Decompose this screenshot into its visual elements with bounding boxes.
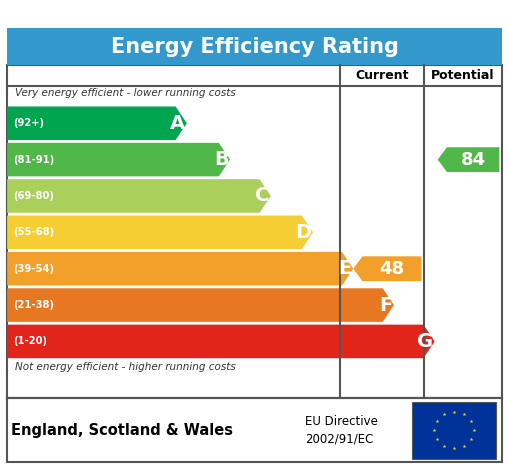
Text: E: E [338,259,352,278]
Text: 48: 48 [379,260,405,278]
Text: (69-80): (69-80) [13,191,54,201]
Text: England, Scotland & Wales: England, Scotland & Wales [11,423,233,438]
Polygon shape [7,288,394,322]
Polygon shape [7,179,271,213]
Polygon shape [7,216,313,249]
Text: EU Directive: EU Directive [305,415,378,428]
Text: 2002/91/EC: 2002/91/EC [305,432,374,445]
Text: C: C [255,186,269,205]
Text: G: G [417,332,433,351]
Text: (92+): (92+) [13,118,44,128]
Text: B: B [214,150,229,169]
Text: (1-20): (1-20) [13,336,47,347]
Text: (81-91): (81-91) [13,155,54,164]
Bar [7,28,502,65]
Bar [7,398,502,462]
Text: Potential: Potential [431,70,495,82]
Bar [7,65,502,398]
Polygon shape [7,106,187,140]
Polygon shape [7,143,230,177]
Text: A: A [170,114,185,133]
Text: 84: 84 [461,151,486,169]
Bar [412,402,496,459]
Text: Current: Current [355,70,409,82]
Text: Very energy efficient - lower running costs: Very energy efficient - lower running co… [15,88,236,99]
Polygon shape [7,252,353,285]
Polygon shape [438,147,499,172]
Text: (21-38): (21-38) [13,300,54,310]
Text: F: F [379,296,392,315]
Text: Energy Efficiency Rating: Energy Efficiency Rating [110,37,399,57]
Polygon shape [7,325,435,358]
Text: D: D [295,223,312,242]
Text: (39-54): (39-54) [13,264,54,274]
Text: Not energy efficient - higher running costs: Not energy efficient - higher running co… [15,361,236,372]
Polygon shape [353,256,421,281]
Text: (55-68): (55-68) [13,227,54,237]
